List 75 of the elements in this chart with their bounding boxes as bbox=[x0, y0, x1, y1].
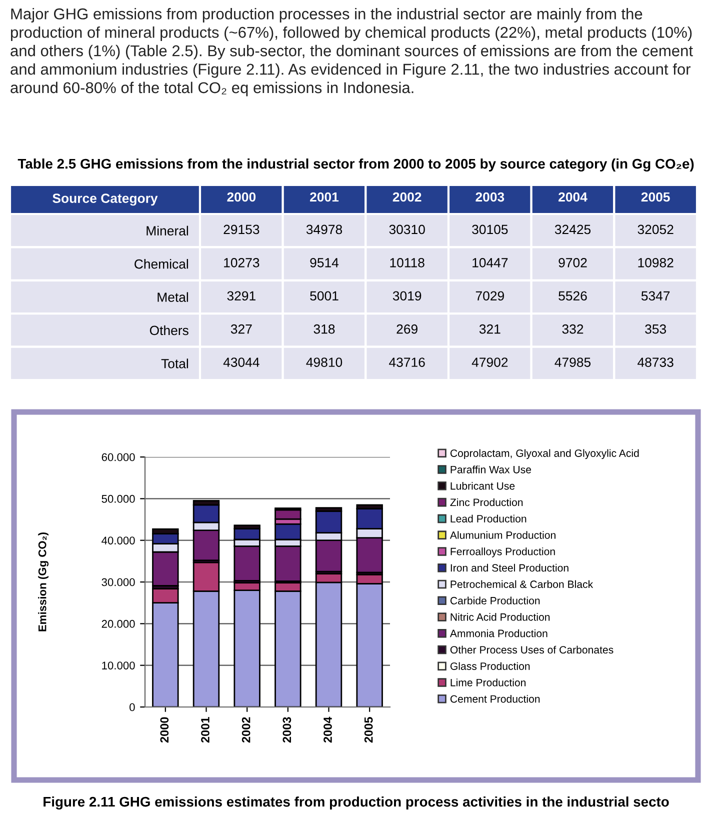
x-tick-label: 2005 bbox=[641, 192, 670, 202]
data-label: 47985 bbox=[554, 358, 591, 367]
y-tick-label: Mineral bbox=[146, 226, 188, 236]
legend-label: Coprolactam, Glyoxal and Glyoxylic Acid bbox=[450, 449, 639, 460]
legend-label: Iron and Steel Production bbox=[450, 564, 568, 572]
legend-label: Lime Production bbox=[450, 678, 526, 686]
data-label: 32425 bbox=[554, 224, 591, 234]
y-axis-title: Source Category bbox=[52, 194, 158, 206]
x-tick-label: 2002 bbox=[242, 717, 250, 743]
y-tick-label: 30.000 bbox=[102, 578, 135, 586]
data-label: 30310 bbox=[389, 224, 425, 234]
legend-label: Alumunium Production bbox=[450, 531, 556, 539]
data-label: 29153 bbox=[224, 224, 260, 234]
legend-label: Petrochemical & Carbon Black bbox=[450, 580, 594, 588]
data-label: 5526 bbox=[558, 291, 587, 301]
data-label: 353 bbox=[645, 324, 666, 334]
y-tick-label: 20.000 bbox=[102, 620, 135, 628]
data-label: 10982 bbox=[638, 258, 674, 268]
y-tick-label: 60.000 bbox=[102, 453, 135, 462]
data-label: 10118 bbox=[390, 258, 424, 268]
caption: Figure 2.11 GHG emissions estimates from production process activities in the industrial secto bbox=[44, 796, 669, 810]
legend-label: Ammonia Production bbox=[450, 629, 548, 638]
data-label: 9514 bbox=[310, 258, 339, 268]
data-label: 34978 bbox=[306, 224, 342, 234]
y-tick-label: Total bbox=[161, 358, 188, 368]
data-label: 30105 bbox=[472, 224, 508, 234]
legend-label: Paraffin Wax Use bbox=[450, 466, 532, 474]
legend-label: Zinc Production bbox=[450, 498, 523, 506]
legend-label: Carbide Production bbox=[450, 596, 540, 604]
y-tick-label: 10.000 bbox=[102, 662, 135, 670]
data-label: 327 bbox=[230, 324, 252, 334]
x-tick-label: 2002 bbox=[392, 192, 422, 202]
data-label: 10447 bbox=[472, 258, 508, 268]
text: Major GHG emissions from production processes in the industrial sector are mainly from the production of mineral products (~67%), followed by chemical products (22%), metal products (10%) and others (1%) (Table 2.5). By sub-sector, the dominant sources of emissions are from the cement and ammonium industries (Figure 2.11). As evidenced in Figure 2.11, the two industries account for around 60-80% of the total CO₂ eq emissions in Indonesia. bbox=[10, 8, 693, 96]
data-label: 47902 bbox=[472, 358, 508, 367]
y-tick-label: Others bbox=[150, 325, 188, 336]
legend-label: Lead Production bbox=[450, 514, 526, 522]
data-label: 5001 bbox=[310, 291, 338, 301]
data-label: 321 bbox=[479, 324, 500, 334]
x-tick-label: 2000 bbox=[227, 192, 256, 202]
y-tick-label: Chemical bbox=[134, 259, 188, 269]
data-label: 48733 bbox=[638, 358, 674, 367]
chart-title: Table 2.5 GHG emissions from the industrial sector from 2000 to 2005 by source category (in Gg CO₂e) bbox=[18, 158, 694, 172]
data-label: 332 bbox=[562, 324, 584, 334]
legend-label: Cement Production bbox=[450, 694, 540, 703]
data-label: 269 bbox=[396, 324, 418, 334]
y-tick-label: Metal bbox=[158, 292, 188, 302]
data-label: 32052 bbox=[638, 224, 674, 234]
x-tick-label: 2001 bbox=[201, 717, 210, 743]
y-tick-label: 0 bbox=[130, 703, 135, 712]
data-label: 43044 bbox=[223, 358, 260, 367]
data-label: 7029 bbox=[476, 291, 504, 301]
data-label: 10273 bbox=[224, 258, 260, 268]
x-tick-label: 2003 bbox=[476, 192, 504, 202]
data-label: 9702 bbox=[558, 258, 587, 268]
legend-label: Ferroalloys Production bbox=[450, 548, 555, 558]
x-tick-label: 2000 bbox=[160, 717, 169, 743]
y-tick-label: 40.000 bbox=[102, 536, 135, 544]
x-tick-label: 2004 bbox=[324, 716, 332, 743]
x-tick-label: 2003 bbox=[282, 717, 292, 743]
data-label: 5347 bbox=[641, 291, 670, 301]
data-label: 318 bbox=[314, 324, 335, 334]
data-label: 3019 bbox=[392, 291, 422, 301]
x-tick-label: 2005 bbox=[364, 717, 373, 743]
y-axis-title: Emission (Gg CO₂) bbox=[38, 532, 49, 632]
x-tick-label: 2004 bbox=[558, 192, 588, 202]
x-tick-label: 2001 bbox=[310, 192, 339, 202]
data-label: 49810 bbox=[306, 358, 342, 367]
data-label: 43716 bbox=[389, 358, 425, 367]
legend-label: Lubricant Use bbox=[450, 482, 515, 490]
legend-label: Nitric Acid Production bbox=[450, 613, 550, 621]
legend-label: Glass Production bbox=[450, 662, 530, 670]
data-label: 3291 bbox=[227, 291, 256, 301]
legend-label: Other Process Uses of Carbonates bbox=[450, 646, 614, 654]
y-tick-label: 50.000 bbox=[102, 494, 135, 503]
